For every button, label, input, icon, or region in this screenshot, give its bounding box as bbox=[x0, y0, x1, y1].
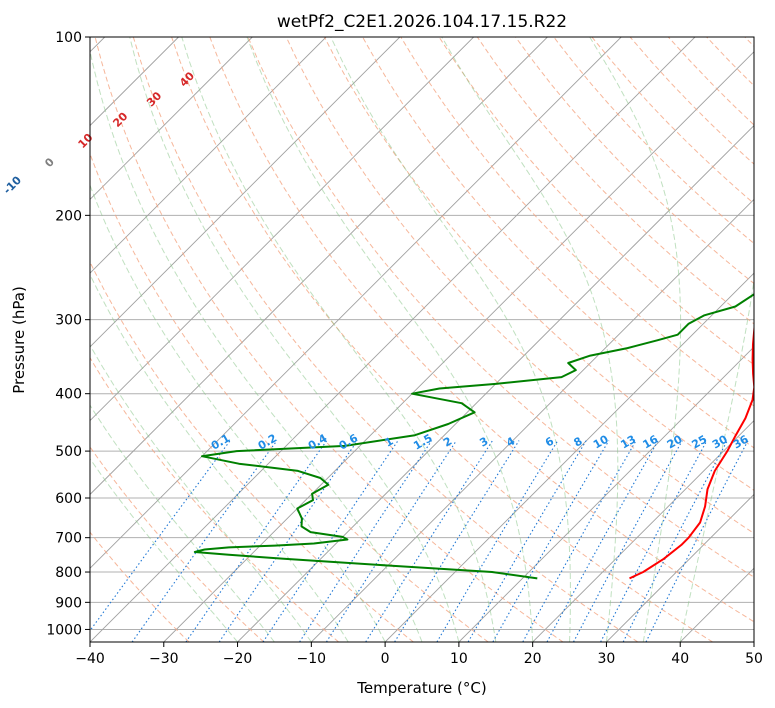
mixing-ratio-line bbox=[325, 440, 457, 642]
mixing-ratio-line bbox=[262, 440, 399, 642]
dry-adiabat bbox=[362, 37, 754, 449]
dry-adiabat bbox=[90, 531, 190, 642]
moist-adiabat bbox=[181, 37, 497, 642]
y-tick-label: 200 bbox=[55, 208, 82, 224]
mixing-ratio-line bbox=[492, 440, 610, 642]
isotherm-line bbox=[90, 37, 622, 569]
moist-adiabat bbox=[330, 37, 571, 642]
plot-frame bbox=[89, 36, 755, 643]
y-axis-label: Pressure (hPa) bbox=[10, 286, 28, 394]
isotherm-line bbox=[163, 51, 754, 642]
chart-title: wetPf2_C2E1.2026.104.17.15.R22 bbox=[277, 12, 567, 32]
y-tick-label: 1000 bbox=[46, 622, 82, 638]
mixing-ratio-line bbox=[218, 440, 358, 642]
isotherm-line bbox=[384, 272, 754, 642]
x-tick-label: −20 bbox=[223, 651, 253, 667]
moist-adiabat bbox=[90, 183, 386, 642]
y-tick-label: 900 bbox=[55, 595, 82, 611]
moist-adiabat bbox=[90, 404, 275, 642]
x-tick-label: −30 bbox=[149, 651, 179, 667]
isotherm-line bbox=[90, 37, 401, 348]
dry-adiabat bbox=[285, 37, 754, 535]
isotherm-line bbox=[90, 37, 253, 200]
mixing-ratio-line bbox=[394, 440, 520, 642]
mixing-ratio-line bbox=[185, 440, 328, 642]
y-tick-label: 400 bbox=[55, 387, 82, 403]
dry-adiabat bbox=[209, 37, 754, 623]
moist-adiabat bbox=[129, 37, 460, 642]
x-tick-label: 10 bbox=[450, 651, 468, 667]
dry-adiabat bbox=[90, 152, 489, 642]
y-tick-label: 800 bbox=[55, 565, 82, 581]
isotherm-line bbox=[90, 37, 327, 274]
dry-adiabat bbox=[94, 37, 564, 642]
x-tick-label: −40 bbox=[75, 651, 105, 667]
moist-adiabat bbox=[90, 48, 423, 642]
y-tick-label: 700 bbox=[55, 531, 82, 547]
mixing-ratio-line bbox=[299, 440, 433, 642]
dry-adiabat bbox=[90, 356, 339, 642]
isotherm-line bbox=[90, 37, 474, 422]
y-tick-label: 600 bbox=[55, 491, 82, 507]
x-axis: −40 −30 −20 −10 0 10 20 30 40 50 bbox=[75, 642, 763, 667]
mixing-ratio-line bbox=[573, 440, 683, 642]
dry-adiabat bbox=[515, 37, 754, 285]
moist-adiabat bbox=[589, 37, 682, 642]
dry-adiabat bbox=[438, 37, 754, 366]
y-tick-label: 500 bbox=[55, 444, 82, 460]
isotherm-line bbox=[532, 420, 754, 642]
mixing-ratio-line bbox=[467, 440, 587, 642]
moist-adiabat bbox=[679, 37, 754, 642]
x-tick-label: 0 bbox=[381, 651, 390, 667]
y-axis: 100 200 300 400 500 600 700 800 900 1000 bbox=[46, 30, 90, 638]
data-series bbox=[193, 293, 754, 580]
x-tick-label: 30 bbox=[598, 651, 616, 667]
moist-adiabat bbox=[441, 37, 619, 642]
x-tick-label: 50 bbox=[745, 651, 763, 667]
dry-adiabat bbox=[132, 37, 639, 642]
isotherm-line bbox=[606, 493, 754, 642]
y-tick-label: 300 bbox=[55, 313, 82, 329]
x-axis-label: Temperature (°C) bbox=[356, 679, 486, 697]
mixing-ratio-line bbox=[90, 440, 231, 632]
temperature-line bbox=[629, 323, 754, 580]
mixing-ratio-line bbox=[131, 440, 278, 642]
y-tick-label: 100 bbox=[55, 30, 82, 46]
mixing-ratio-line bbox=[645, 440, 749, 642]
dry-adiabat bbox=[323, 37, 754, 491]
dewpoint-line bbox=[193, 293, 754, 580]
dry-adiabat bbox=[171, 37, 713, 642]
x-tick-label: 20 bbox=[524, 651, 542, 667]
background-lines bbox=[90, 37, 754, 642]
mixing-ratio-line bbox=[436, 440, 559, 642]
moist-adiabat bbox=[90, 273, 349, 642]
isotherm-line bbox=[458, 346, 754, 642]
moist-adiabat bbox=[246, 37, 534, 642]
x-tick-label: −10 bbox=[297, 651, 327, 667]
moist-adiabat bbox=[90, 344, 312, 642]
dry-adiabat bbox=[90, 446, 265, 642]
moist-adiabat bbox=[90, 457, 238, 642]
x-tick-label: 40 bbox=[671, 651, 689, 667]
isotherm-line bbox=[90, 37, 548, 496]
mixing-ratio-line bbox=[546, 440, 659, 642]
mixing-ratio-line bbox=[365, 440, 493, 642]
mixing-ratio-line bbox=[522, 440, 637, 642]
